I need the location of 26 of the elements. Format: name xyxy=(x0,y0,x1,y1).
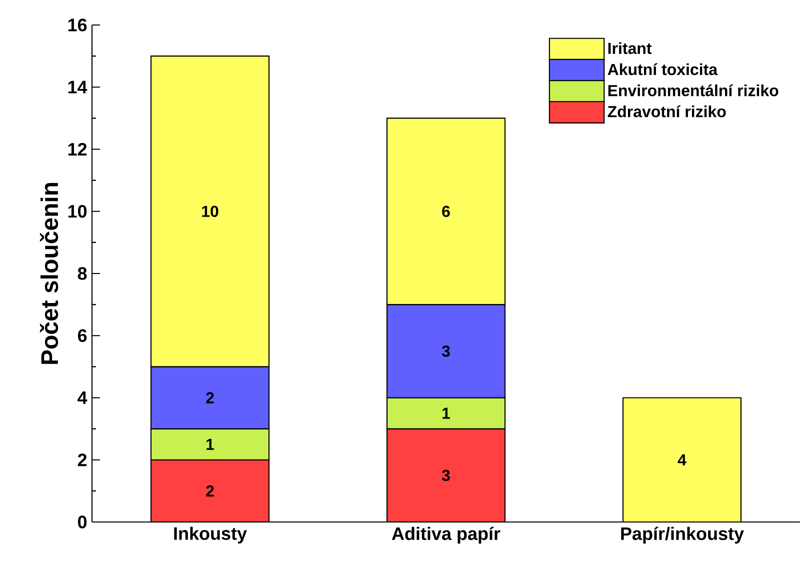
data-label: 3 xyxy=(442,470,450,482)
y-tick-label: 6 xyxy=(78,329,87,342)
y-tick-label: 14 xyxy=(68,80,88,94)
data-label: 2 xyxy=(206,485,214,497)
x-tick-label: Inkousty xyxy=(174,526,247,544)
legend-label: Akutní toxicita xyxy=(608,63,718,76)
y-tick-label: 10 xyxy=(68,204,87,218)
legend-label: Environmentální riziko xyxy=(608,84,778,96)
data-label: 1 xyxy=(206,438,214,450)
y-tick-label: 12 xyxy=(68,142,87,156)
data-label: 6 xyxy=(442,206,450,218)
x-tick-label: Papír/inkousty xyxy=(621,526,744,544)
y-tick-label: 0 xyxy=(78,516,87,528)
x-tick-label: Aditiva papír xyxy=(392,526,500,544)
data-label: 1 xyxy=(442,408,450,419)
y-tick-label: 4 xyxy=(78,392,88,404)
legend-label: Zdravotní riziko xyxy=(608,105,726,118)
data-label: 4 xyxy=(678,454,686,466)
data-label: 10 xyxy=(202,206,218,218)
y-axis-title: Počet sloučenin xyxy=(40,182,58,364)
legend-label: Iritant xyxy=(608,42,652,54)
data-label: 2 xyxy=(206,392,214,404)
y-tick-label: 16 xyxy=(68,18,87,32)
y-tick-label: 8 xyxy=(78,267,87,280)
data-label: 3 xyxy=(442,345,450,357)
y-tick-label: 2 xyxy=(78,454,87,466)
